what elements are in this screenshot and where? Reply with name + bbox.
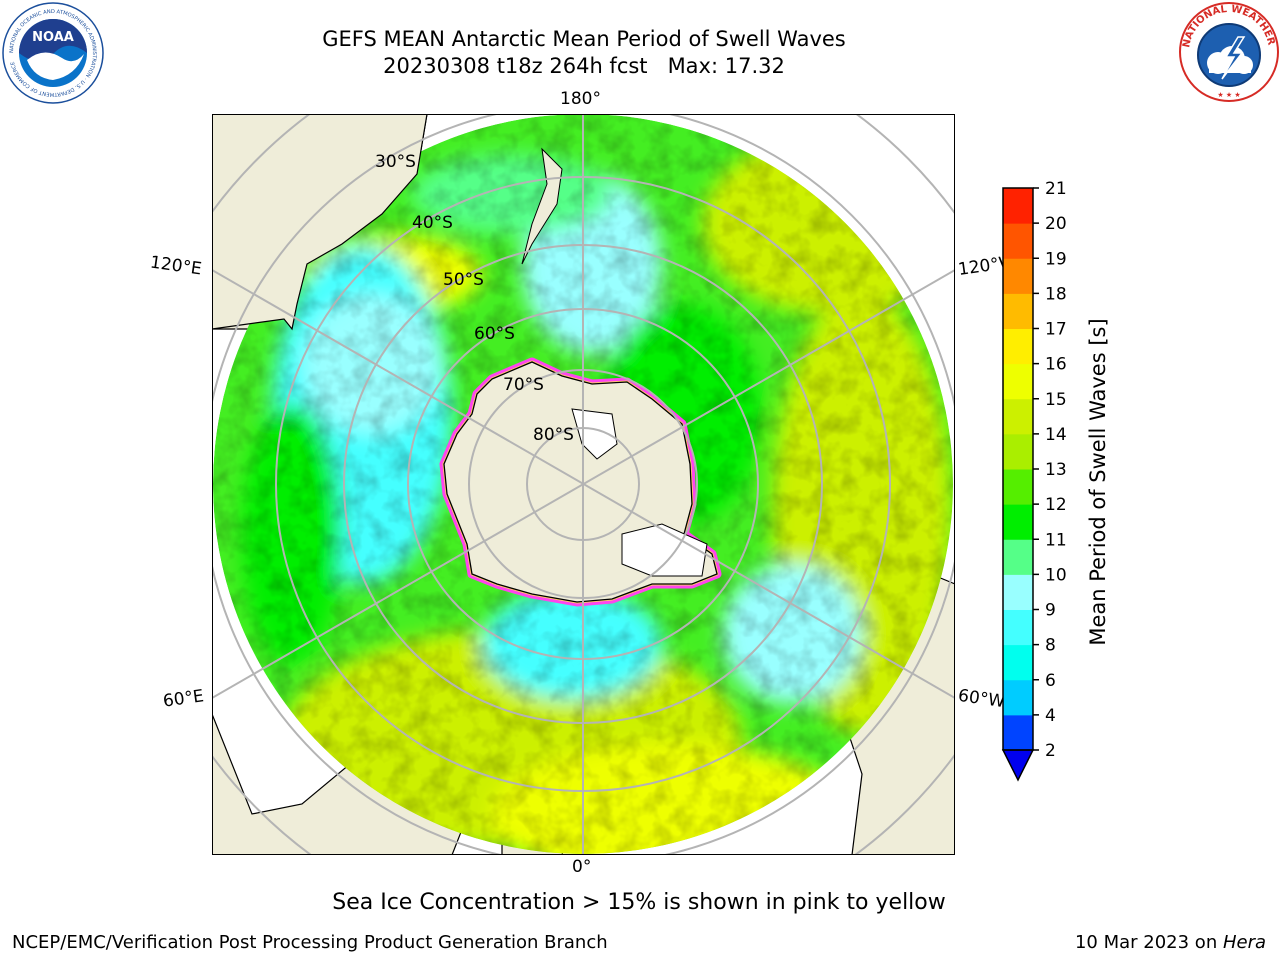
colorbar-segment [1003, 574, 1033, 610]
noaa-logo: NATIONAL OCEANIC AND ATMOSPHERIC ADMINIS… [2, 2, 104, 104]
colorbar-under-triangle [1001, 749, 1035, 782]
footer-machine: Hera [1222, 932, 1266, 953]
colorbar-segment [1003, 223, 1033, 259]
colorbar-segment [1003, 328, 1033, 365]
colorbar-segment [1003, 293, 1033, 329]
map-subtitle: 20230308 t18z 264h fcst Max: 17.32 [383, 54, 785, 78]
colorbar-tick-label: 15 [1045, 390, 1067, 410]
colorbar-segment [1003, 363, 1033, 400]
colorbar-segment [1003, 504, 1033, 540]
graticule [212, 114, 955, 855]
colorbar-tick-label: 12 [1045, 495, 1067, 515]
colorbar-tick-label: 10 [1045, 565, 1067, 585]
colorbar-tick-label: 18 [1045, 284, 1067, 304]
colorbar-tick-label: 8 [1045, 636, 1056, 656]
colorbar-segment [1003, 679, 1033, 716]
colorbar-tick-label: 17 [1045, 320, 1067, 340]
footer-credit: NCEP/EMC/Verification Post Processing Pr… [12, 932, 608, 953]
colorbar-segment [1003, 644, 1033, 681]
parallel-label-60s: 60°S [474, 324, 515, 344]
meridian-label-120e: 120°E [148, 252, 203, 280]
colorbar-tick-label: 19 [1045, 249, 1067, 269]
colorbar-tick-label: 4 [1045, 706, 1056, 726]
colorbar-tick-label: 20 [1045, 214, 1067, 234]
meridian-label-0: 0° [572, 857, 592, 877]
meridian-label-180: 180° [560, 89, 601, 109]
meridian-label-60e: 60°E [161, 686, 206, 712]
parallel-label-40s: 40°S [412, 213, 453, 233]
colorbar-segment [1003, 398, 1033, 435]
parallel-label-70s: 70°S [503, 375, 544, 395]
colorbar-segment [1003, 188, 1033, 224]
colorbar-tick-label: 21 [1045, 180, 1067, 199]
polar-map [212, 114, 955, 855]
colorbar-tick-label: 11 [1045, 530, 1067, 550]
parallel-label-50s: 50°S [443, 270, 484, 290]
colorbar: 2 4 6 8 9 10 11 12 13 14 15 16 17 18 19 20 21 [1001, 180, 1067, 782]
nws-logo: NATIONAL WEATHER SERVICE ★ ★ ★ [1178, 1, 1279, 102]
parallel-label-30s: 30°S [375, 152, 416, 172]
footer-date: 10 Mar 2023 on Hera [1075, 932, 1266, 953]
colorbar-segment [1003, 714, 1033, 751]
colorbar-tick-label: 9 [1045, 601, 1056, 621]
colorbar-label: Mean Period of Swell Waves [s] [1086, 318, 1110, 646]
colorbar-tick-label: 2 [1045, 741, 1056, 761]
colorbar-segment [1003, 258, 1033, 294]
parallel-label-80s: 80°S [533, 425, 574, 445]
footer-date-text: 10 Mar 2023 on [1074, 932, 1223, 953]
map-title: GEFS MEAN Antarctic Mean Period of Swell… [322, 27, 846, 51]
colorbar-tick-label: 13 [1045, 460, 1067, 480]
colorbar-tick-label: 6 [1045, 671, 1056, 691]
colorbar-segment [1003, 433, 1033, 470]
colorbar-segment [1003, 469, 1033, 505]
colorbar-tick-label: 16 [1045, 355, 1067, 375]
noaa-logo-text: NOAA [32, 30, 74, 45]
colorbar-tick-label: 14 [1045, 425, 1067, 445]
sea-ice-note: Sea Ice Concentration > 15% is shown in … [332, 890, 946, 915]
svg-text:★ ★ ★: ★ ★ ★ [1217, 91, 1240, 99]
colorbar-segment [1003, 609, 1033, 646]
colorbar-segment [1003, 539, 1033, 575]
